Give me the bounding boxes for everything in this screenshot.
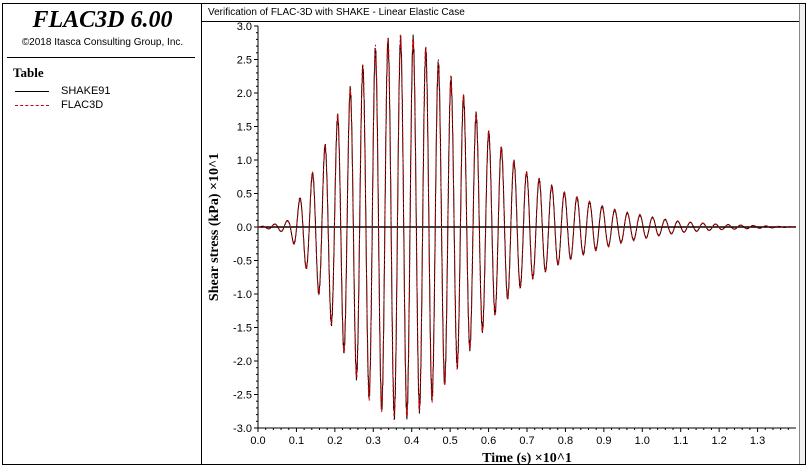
chart-title: Verification of FLAC-3D with SHAKE - Lin… bbox=[208, 7, 465, 18]
y-tick-label: -2.5 bbox=[233, 390, 252, 402]
x-tick-label: 0.3 bbox=[366, 435, 381, 447]
x-tick-label: 0.1 bbox=[289, 435, 304, 447]
y-tick-label: 2.5 bbox=[237, 55, 252, 67]
app-title: FLAC3D 6.00 bbox=[32, 7, 173, 33]
x-tick-label: 0.2 bbox=[327, 435, 342, 447]
y-tick-label: 3.0 bbox=[237, 21, 252, 33]
y-tick-label: 2.0 bbox=[237, 88, 252, 100]
y-tick-label: 1.0 bbox=[237, 155, 252, 167]
legend-item-shake91: SHAKE91 bbox=[15, 84, 111, 98]
legend-line-dashed bbox=[15, 104, 49, 106]
legend-separator bbox=[7, 57, 195, 58]
x-tick-label: 0.8 bbox=[558, 435, 573, 447]
application-window: FLAC3D 6.00 ©2018 Itasca Consulting Grou… bbox=[2, 3, 806, 465]
x-tick-label: 1.3 bbox=[750, 435, 765, 447]
legend-label: SHAKE91 bbox=[61, 85, 111, 97]
y-tick-label: -3.0 bbox=[233, 423, 252, 435]
legend-title: Table bbox=[13, 65, 44, 80]
x-tick-label: 0.9 bbox=[596, 435, 611, 447]
plot-panel: Verification of FLAC-3D with SHAKE - Lin… bbox=[202, 4, 805, 464]
y-tick-label: -0.5 bbox=[233, 256, 252, 268]
y-tick-label: 0.0 bbox=[237, 222, 252, 234]
legend-line-solid bbox=[15, 90, 49, 92]
legend-label: FLAC3D bbox=[61, 99, 104, 111]
legend-panel: FLAC3D 6.00 ©2018 Itasca Consulting Grou… bbox=[3, 4, 202, 464]
y-tick-label: -2.0 bbox=[233, 356, 252, 368]
title-separator bbox=[202, 21, 805, 22]
x-tick-label: 0.6 bbox=[481, 435, 496, 447]
x-tick-label: 1.1 bbox=[673, 435, 688, 447]
copyright-text: ©2018 Itasca Consulting Group, Inc. bbox=[21, 37, 184, 48]
x-tick-label: 0.5 bbox=[442, 435, 457, 447]
x-tick-label: 0.0 bbox=[250, 435, 265, 447]
x-axis-label: Time (s) ×10^1 bbox=[482, 451, 572, 464]
x-tick-label: 0.7 bbox=[519, 435, 534, 447]
x-tick-label: 1.0 bbox=[635, 435, 650, 447]
y-tick-label: 1.5 bbox=[237, 122, 252, 134]
y-tick-label: 0.5 bbox=[237, 189, 252, 201]
y-tick-label: -1.0 bbox=[233, 289, 252, 301]
legend-item-flac3d: FLAC3D bbox=[15, 98, 103, 112]
scrollbar-strip[interactable] bbox=[799, 4, 805, 464]
chart-svg: 3.0 2.5 2.0 1.5 1.0 0.5 0.0 -0.5 -1.0 -1.5 -2.0 -2.… bbox=[207, 21, 797, 464]
x-tick-label: 1.2 bbox=[711, 435, 726, 447]
y-tick-label: -1.5 bbox=[233, 323, 252, 335]
y-axis-label: Shear stress (kPa) ×10^1 bbox=[207, 153, 222, 301]
x-tick-label: 0.4 bbox=[404, 435, 419, 447]
series-line-flac3d bbox=[257, 34, 797, 420]
